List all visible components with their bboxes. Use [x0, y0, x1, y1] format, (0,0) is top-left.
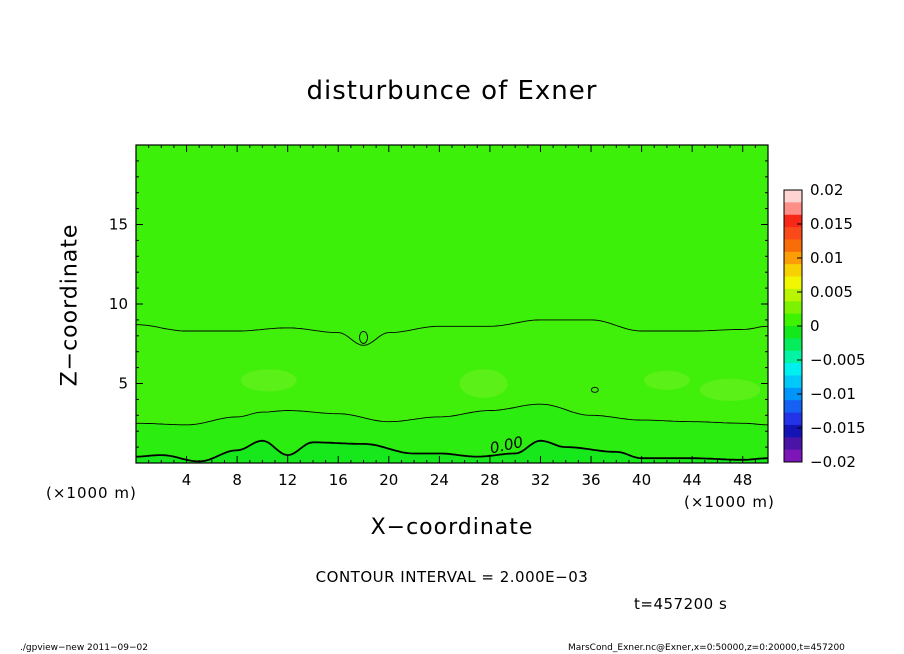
contour-interval-label: CONTOUR INTERVAL = 2.000E−03 [315, 568, 589, 586]
x-tick-label: 8 [232, 471, 242, 489]
colorbar-tick-label: 0.015 [810, 215, 853, 233]
colorbar-tick-label: 0.01 [810, 249, 843, 267]
y-axis-label: Z−coordinate [57, 223, 83, 387]
footer-left: ./gpview−new 2011−09−02 [20, 643, 148, 653]
colorbar-swatch [784, 202, 802, 216]
contour-line [136, 403, 768, 426]
colorbar-tick-label: 0 [810, 317, 820, 335]
colorbar-tick-label: −0.01 [810, 385, 856, 403]
colorbar-swatch [784, 375, 802, 389]
x-tick-label: 28 [480, 471, 499, 489]
y-axis: 5 10 15 [109, 160, 768, 448]
colorbar-swatch [784, 449, 802, 463]
contour-line [136, 319, 769, 346]
colorbar-swatch [784, 264, 802, 278]
x-tick-label: 12 [278, 471, 297, 489]
colorbar-tick-label: −0.005 [810, 351, 866, 369]
colorbar-swatch [784, 400, 802, 414]
colorbar-swatch [784, 276, 802, 290]
colorbar-swatch [784, 227, 802, 240]
colorbar-swatch [784, 239, 802, 253]
time-label: t=457200 s [634, 595, 728, 613]
colorbar: 0.02 0.015 0.01 0.005 0 −0.005 −0.01 −0.015 −0.0… [783, 181, 866, 471]
colorbar-swatch [784, 288, 802, 302]
colorbar-swatch [784, 363, 802, 376]
colorbar-swatch [784, 214, 802, 228]
y-tick-label: 5 [118, 375, 128, 393]
x-tick-label: 20 [379, 471, 398, 489]
colorbar-tick-label: −0.015 [810, 419, 866, 437]
contour-band [136, 404, 768, 463]
x-unit-right: (×1000 m) [684, 493, 775, 511]
x-tick-label: 40 [632, 471, 651, 489]
colorbar-swatch [784, 338, 802, 352]
x-unit-left: (×1000 m) [46, 484, 137, 502]
x-tick-label: 32 [531, 471, 550, 489]
colorbar-tick-label: 0.005 [810, 283, 853, 301]
colorbar-tick-label: 0.02 [810, 181, 843, 199]
x-tick-label: 44 [683, 471, 702, 489]
x-tick-label: 48 [733, 471, 752, 489]
colorbar-swatch [784, 437, 802, 451]
x-tick-label: 4 [182, 471, 192, 489]
colorbar-swatch [784, 350, 802, 364]
colorbar-swatch [784, 326, 802, 339]
x-tick-label: 24 [430, 471, 449, 489]
field-patch [240, 369, 297, 392]
x-axis: 4 8 12 16 20 24 28 32 36 40 44 48 [148, 145, 756, 489]
footer-right: MarsCond_Exner.nc@Exner,x=0:50000,z=0:20… [568, 643, 845, 653]
closed-contour [590, 386, 599, 393]
contour-line [136, 439, 769, 463]
closed-contour [359, 330, 368, 344]
x-axis-label: X−coordinate [370, 515, 534, 540]
colorbar-swatch [784, 190, 802, 203]
field-bands [136, 319, 768, 463]
y-tick-label: 15 [109, 216, 128, 234]
contour-band [136, 440, 768, 463]
chart-title: disturbunce of Exner [306, 76, 598, 106]
colorbar-swatch [784, 412, 802, 426]
x-tick-label: 16 [329, 471, 348, 489]
colorbar-swatch [784, 251, 802, 265]
field-patch [644, 370, 690, 390]
colorbar-swatch [784, 387, 802, 401]
colorbar-swatch [784, 301, 802, 315]
colorbar-tick-label: −0.02 [810, 453, 856, 471]
y-tick-label: 10 [109, 295, 128, 313]
field-patch [699, 378, 761, 401]
colorbar-swatch [784, 313, 802, 327]
x-tick-label: 36 [581, 471, 600, 489]
field-patch [459, 369, 508, 398]
colorbar-swatch [784, 424, 802, 438]
